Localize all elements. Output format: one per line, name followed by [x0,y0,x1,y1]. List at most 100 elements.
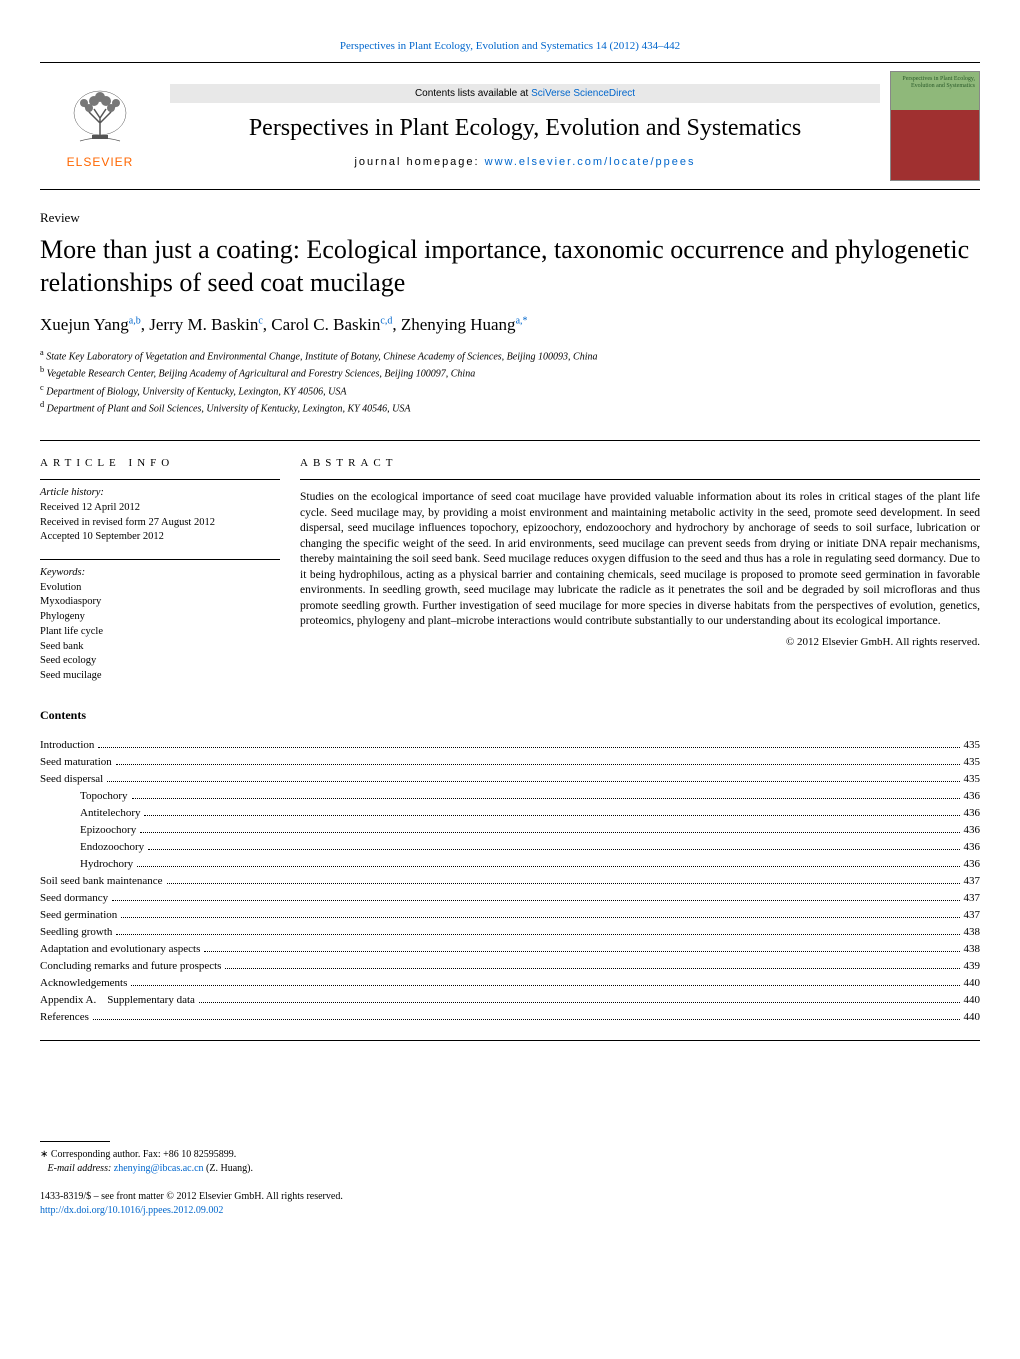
toc-row: Adaptation and evolutionary aspects 438 [40,941,980,958]
sciencedirect-link[interactable]: SciVerse ScienceDirect [531,88,635,99]
contents-prefix: Contents lists available at [415,88,531,99]
email-label: E-mail address: [48,1163,114,1174]
keyword: Seed mucilage [40,669,280,684]
toc-row: Appendix A. Supplementary data 440 [40,992,980,1009]
toc-label: Adaptation and evolutionary aspects [40,941,200,958]
toc-page: 439 [964,958,981,975]
toc-page: 436 [964,805,981,822]
toc-label: References [40,1009,89,1026]
abstract-copyright: © 2012 Elsevier GmbH. All rights reserve… [300,636,980,648]
toc-dots [93,1019,960,1020]
toc-row: Antitelechory 436 [40,805,980,822]
toc-row: Hydrochory 436 [40,856,980,873]
toc-dots [121,917,959,918]
toc-page: 438 [964,941,981,958]
toc-label: Antitelechory [80,805,140,822]
toc-dots [116,934,959,935]
abstract-text: Studies on the ecological importance of … [300,479,980,630]
contents-section: Contents Introduction 435 Seed maturatio… [40,708,980,1042]
issn-line: 1433-8319/$ – see front matter © 2012 El… [40,1190,980,1204]
elsevier-tree-icon [60,83,140,153]
toc-dots [204,951,959,952]
keyword: Evolution [40,581,280,596]
toc-page: 435 [964,771,981,788]
toc-dots [131,985,959,986]
affiliation: b Vegetable Research Center, Beijing Aca… [40,364,980,381]
toc-label: Seed maturation [40,754,112,771]
toc-label: Topochory [80,788,128,805]
keyword: Seed ecology [40,654,280,669]
toc-label: Seed germination [40,907,117,924]
toc-dots [112,900,959,901]
keyword: Plant life cycle [40,625,280,640]
toc-row: Seed maturation 435 [40,754,980,771]
corresponding-email-line: E-mail address: zhenying@ibcas.ac.cn (Z.… [40,1162,980,1176]
footer-meta: 1433-8319/$ – see front matter © 2012 El… [40,1190,980,1218]
homepage-link[interactable]: www.elsevier.com/locate/ppees [485,156,696,168]
article-title: More than just a coating: Ecological imp… [40,234,980,299]
toc-row: Seed germination 437 [40,907,980,924]
toc-page: 436 [964,839,981,856]
toc-row: Seed dormancy 437 [40,890,980,907]
toc-label: Soil seed bank maintenance [40,873,163,890]
toc-row: References 440 [40,1009,980,1026]
toc-row: Seedling growth 438 [40,924,980,941]
doi-link[interactable]: http://dx.doi.org/10.1016/j.ppees.2012.0… [40,1205,223,1216]
contents-available-line: Contents lists available at SciVerse Sci… [170,84,880,103]
toc-label: Seed dormancy [40,890,108,907]
header-middle: Contents lists available at SciVerse Sci… [160,84,890,168]
keywords-block: Keywords: EvolutionMyxodiasporyPhylogeny… [40,559,280,684]
journal-homepage: journal homepage: www.elsevier.com/locat… [170,156,880,168]
toc-dots [137,866,959,867]
toc-dots [107,781,959,782]
toc-row: Soil seed bank maintenance 437 [40,873,980,890]
table-of-contents: Introduction 435 Seed maturation 435 See… [40,737,980,1027]
corr-text: Corresponding author. Fax: +86 10 825958… [51,1149,236,1160]
contents-heading: Contents [40,708,980,723]
toc-row: Epizoochory 436 [40,822,980,839]
journal-cover-text: Perspectives in Plant Ecology, Evolution… [891,76,975,89]
toc-row: Endozoochory 436 [40,839,980,856]
toc-page: 436 [964,822,981,839]
toc-label: Hydrochory [80,856,133,873]
email-suffix: (Z. Huang). [204,1163,253,1174]
info-abstract-row: article info Article history: Received 1… [40,440,980,683]
corresponding-author: ∗ Corresponding author. Fax: +86 10 8259… [40,1148,980,1162]
affiliations: a State Key Laboratory of Vegetation and… [40,347,980,416]
article-type: Review [40,210,980,226]
toc-page: 435 [964,737,981,754]
keyword: Myxodiaspory [40,595,280,610]
header-citation: Perspectives in Plant Ecology, Evolution… [40,40,980,52]
toc-dots [148,849,959,850]
keywords-label: Keywords: [40,566,280,581]
toc-row: Concluding remarks and future prospects … [40,958,980,975]
toc-page: 435 [964,754,981,771]
toc-label: Introduction [40,737,94,754]
toc-page: 437 [964,873,981,890]
article-info-column: article info Article history: Received 1… [40,441,300,683]
toc-dots [132,798,960,799]
abstract-column: abstract Studies on the ecological impor… [300,441,980,683]
toc-row: Seed dispersal 435 [40,771,980,788]
affiliation: c Department of Biology, University of K… [40,382,980,399]
abstract-label: abstract [300,457,980,469]
corr-marker: ∗ [40,1149,48,1160]
toc-label: Seed dispersal [40,771,103,788]
keyword: Phylogeny [40,610,280,625]
toc-dots [167,883,960,884]
toc-label: Epizoochory [80,822,136,839]
toc-page: 436 [964,788,981,805]
toc-page: 440 [964,975,981,992]
article-history: Article history: Received 12 April 2012R… [40,479,280,545]
toc-label: Concluding remarks and future prospects [40,958,221,975]
toc-label: Acknowledgements [40,975,127,992]
toc-page: 437 [964,890,981,907]
page-footer: ∗ Corresponding author. Fax: +86 10 8259… [40,1141,980,1218]
email-link[interactable]: zhenying@ibcas.ac.cn [114,1163,204,1174]
history-line: Received 12 April 2012 [40,501,280,516]
history-line: Accepted 10 September 2012 [40,530,280,545]
contents-rule [40,1040,980,1041]
keyword: Seed bank [40,640,280,655]
toc-label: Seedling growth [40,924,112,941]
toc-page: 438 [964,924,981,941]
